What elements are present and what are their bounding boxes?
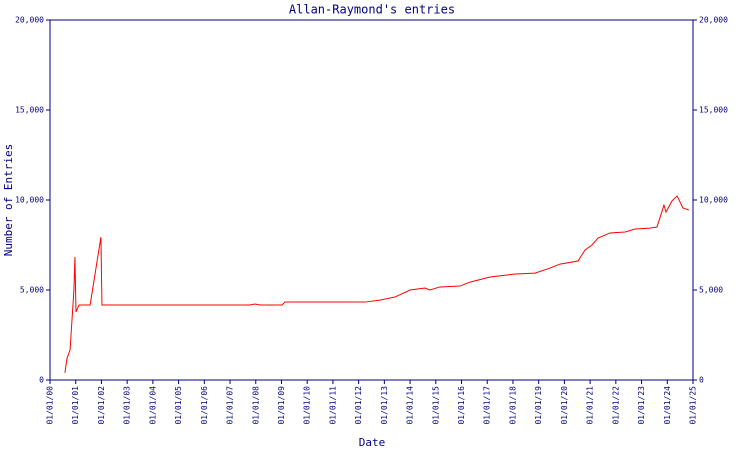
x-tick-label: 01/01/06 — [200, 386, 209, 425]
x-tick-label: 01/01/18 — [508, 386, 517, 425]
x-tick-label: 01/01/08 — [251, 386, 260, 425]
data-line — [64, 195, 690, 373]
x-tick-label: 01/01/09 — [277, 386, 286, 425]
x-tick-label: 01/01/02 — [97, 386, 106, 425]
y2-tick-label: 5,000 — [699, 286, 723, 295]
x-tick-label: 01/01/07 — [226, 386, 235, 425]
x-tick-label: 01/01/16 — [457, 386, 466, 425]
y-tick-label: 5,000 — [20, 286, 44, 295]
y-tick-label: 10,000 — [15, 196, 44, 205]
x-tick-label: 01/01/13 — [380, 386, 389, 425]
x-tick-label: 01/01/01 — [71, 386, 80, 425]
x-tick-label: 01/01/19 — [534, 386, 543, 425]
y-tick-label: 20,000 — [15, 16, 44, 25]
x-tick-label: 01/01/21 — [586, 386, 595, 425]
y-tick-label: 15,000 — [15, 106, 44, 115]
x-tick-label: 01/01/00 — [46, 386, 55, 425]
x-tick-label: 01/01/25 — [689, 386, 698, 425]
x-tick-label: 01/01/24 — [663, 386, 672, 425]
chart-title: Allan-Raymond's entries — [289, 3, 455, 17]
y-axis-label: Number of Entries — [2, 144, 15, 257]
x-tick-label: 01/01/15 — [431, 386, 440, 425]
x-tick-label: 01/01/03 — [123, 386, 132, 425]
x-tick-label: 01/01/22 — [611, 386, 620, 425]
x-tick-label: 01/01/17 — [483, 386, 492, 425]
x-tick-label: 01/01/12 — [354, 386, 363, 425]
y2-tick-label: 0 — [699, 376, 704, 385]
plot-frame — [49, 19, 694, 381]
x-tick-label: 01/01/11 — [328, 386, 337, 425]
x-tick-label: 01/01/20 — [560, 386, 569, 425]
x-tick-label: 01/01/23 — [637, 386, 646, 425]
y2-tick-label: 15,000 — [699, 106, 728, 115]
y2-tick-label: 20,000 — [699, 16, 728, 25]
x-tick-label: 01/01/14 — [406, 386, 415, 425]
x-tick-label: 01/01/04 — [148, 386, 157, 425]
x-tick-label: 01/01/05 — [174, 386, 183, 425]
x-axis-label: Date — [359, 436, 386, 449]
x-tick-label: 01/01/10 — [303, 386, 312, 425]
y-tick-label: 0 — [39, 376, 44, 385]
y2-tick-label: 10,000 — [699, 196, 728, 205]
